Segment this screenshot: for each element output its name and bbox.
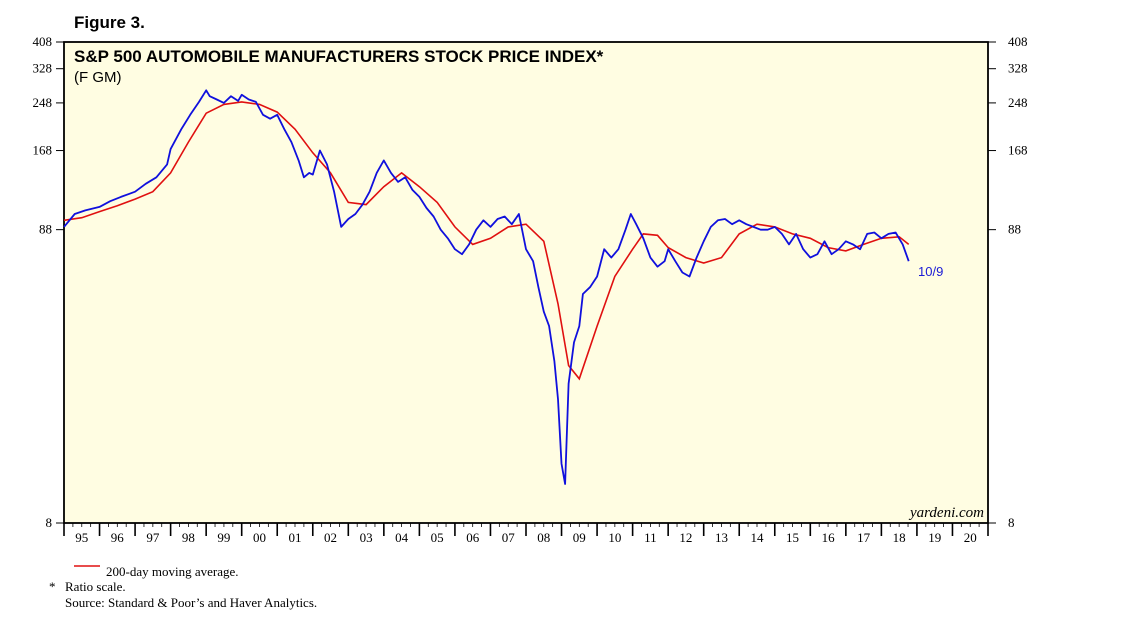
- ratio-note: Ratio scale.: [65, 579, 126, 594]
- chart-title: S&P 500 AUTOMOBILE MANUFACTURERS STOCK P…: [74, 47, 604, 66]
- y-tick-label-left: 88: [39, 222, 52, 237]
- y-tick-label-right: 248: [1008, 95, 1028, 110]
- x-tick-label: 03: [360, 530, 373, 545]
- x-tick-label: 11: [644, 530, 657, 545]
- x-tick-label: 01: [289, 530, 302, 545]
- x-tick-label: 00: [253, 530, 266, 545]
- y-tick-label-right: 328: [1008, 61, 1028, 76]
- x-axis: 95 96 97 98 99 00 01 02 03 04 05 06 07 08 09 10 11 12 13 14…: [63, 523, 989, 545]
- x-tick-label: 98: [182, 530, 195, 545]
- y-tick-label-left: 328: [33, 61, 53, 76]
- x-tick-label: 06: [466, 530, 480, 545]
- y-tick-label-right: 408: [1008, 34, 1028, 49]
- x-tick-label: 15: [786, 530, 799, 545]
- series-line-index: [63, 89, 910, 485]
- y-tick-label-left: 168: [33, 143, 53, 158]
- y-tick-label-left: 408: [33, 34, 53, 49]
- x-tick-label: 19: [928, 530, 941, 545]
- series-line-moving-average: [63, 101, 910, 381]
- y-tick-label-right: 88: [1008, 222, 1021, 237]
- x-tick-label: 16: [822, 530, 836, 545]
- ratio-star: *: [49, 579, 56, 594]
- watermark: yardeni.com: [908, 505, 984, 521]
- x-tick-label: 20: [964, 530, 977, 545]
- x-tick-label: 14: [751, 530, 765, 545]
- x-tick-label: 12: [679, 530, 692, 545]
- x-tick-label: 07: [502, 530, 516, 545]
- x-tick-label: 99: [217, 530, 230, 545]
- plot-area: [63, 41, 989, 524]
- figure-label: Figure 3.: [74, 13, 145, 32]
- chart-subtitle: (F GM): [74, 69, 121, 86]
- x-tick-label: 96: [111, 530, 125, 545]
- x-tick-label: 13: [715, 530, 728, 545]
- x-tick-label: 05: [431, 530, 444, 545]
- x-tick-label: 10: [608, 530, 621, 545]
- x-tick-label: 95: [75, 530, 88, 545]
- x-tick-label: 97: [146, 530, 160, 545]
- end-date-label: 10/9: [918, 264, 943, 279]
- y-tick-label-right: 8: [1008, 515, 1015, 530]
- series-layer: [63, 89, 910, 485]
- legend-ma-label: 200-day moving average.: [106, 564, 238, 579]
- x-tick-label: 18: [893, 530, 906, 545]
- x-tick-label: 02: [324, 530, 337, 545]
- x-tick-label: 17: [857, 530, 871, 545]
- y-tick-label-left: 248: [33, 95, 53, 110]
- y-tick-label-left: 8: [46, 515, 53, 530]
- x-tick-label: 04: [395, 530, 409, 545]
- source-note: Source: Standard & Poor’s and Haver Anal…: [65, 595, 317, 610]
- x-tick-label: 09: [573, 530, 586, 545]
- y-tick-label-right: 168: [1008, 143, 1028, 158]
- x-tick-label: 08: [537, 530, 550, 545]
